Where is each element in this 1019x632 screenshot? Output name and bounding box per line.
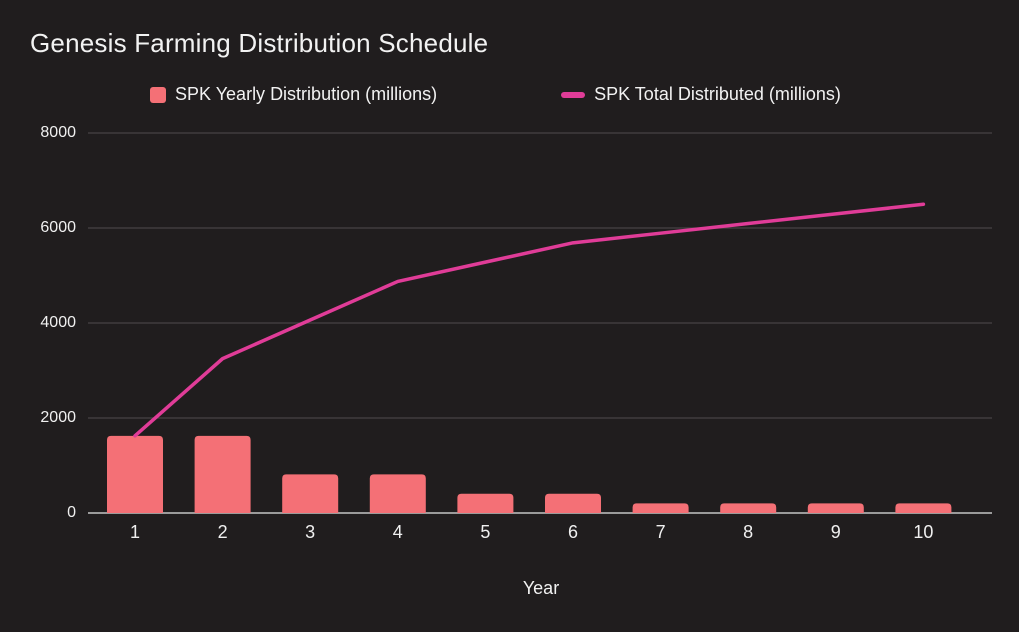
y-tick-label: 8000 [40, 124, 76, 141]
bar-year-1 [107, 435, 163, 513]
x-axis-title: Year [522, 578, 560, 598]
x-tick-label: 7 [655, 522, 666, 542]
x-tick-label: 10 [913, 522, 934, 542]
bar-year-3 [282, 474, 339, 513]
y-tick-label: 4000 [40, 314, 76, 331]
y-tick-label: 0 [67, 504, 76, 521]
legend-item-total-distributed[interactable]: SPK Total Distributed (millions) [561, 84, 841, 105]
x-tick-label: 4 [392, 522, 403, 542]
legend-label-total: SPK Total Distributed (millions) [594, 84, 841, 104]
bar-series-swatch-icon [150, 86, 166, 103]
line-series-swatch-icon [561, 91, 586, 98]
x-tick-label: 1 [129, 522, 141, 542]
bar-year-6 [545, 493, 601, 513]
total-distributed-line [133, 202, 926, 438]
bar-year-4 [369, 474, 426, 513]
chart-legend: SPK Yearly Distribution (millions) SPK T… [150, 84, 841, 105]
x-tick-label: 5 [480, 522, 491, 542]
y-tick-label: 2000 [40, 409, 76, 426]
legend-label-yearly: SPK Yearly Distribution (millions) [175, 84, 438, 104]
y-tick-label: 6000 [40, 219, 76, 236]
bar-year-10 [895, 503, 952, 513]
bar-year-8 [720, 503, 777, 513]
x-tick-label: 6 [567, 522, 579, 542]
bar-year-7 [632, 503, 689, 513]
bar-year-9 [807, 503, 864, 513]
x-tick-label: 2 [217, 522, 228, 542]
chart-title: Genesis Farming Distribution Schedule [30, 28, 489, 58]
bar-year-5 [457, 493, 514, 513]
legend-item-yearly-distribution[interactable]: SPK Yearly Distribution (millions) [150, 84, 437, 105]
x-tick-label: 9 [830, 522, 841, 542]
x-tick-label: 3 [305, 522, 316, 542]
bar-year-2 [194, 435, 251, 513]
x-tick-label: 8 [743, 522, 754, 542]
